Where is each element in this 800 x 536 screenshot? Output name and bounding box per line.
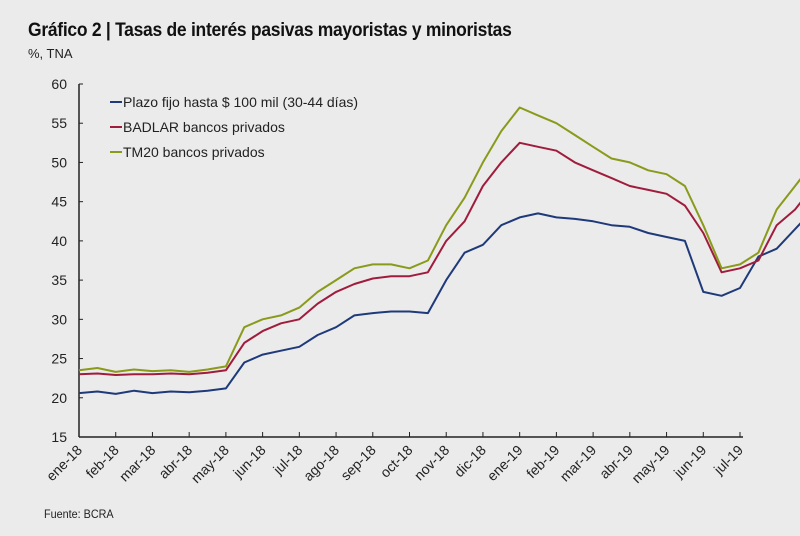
x-tick-label: jun-18 xyxy=(229,442,269,482)
y-tick-label: 55 xyxy=(51,115,67,131)
y-tick-label: 50 xyxy=(51,154,67,170)
y-tick-label: 35 xyxy=(51,272,67,288)
x-tick-label: may-19 xyxy=(628,442,672,486)
source-note: Fuente: BCRA xyxy=(44,507,114,521)
legend-label-3: TM20 bancos privados xyxy=(123,144,265,160)
y-tick-label: 15 xyxy=(51,429,67,445)
y-tick-label: 30 xyxy=(51,311,67,327)
x-tick-label: jul-19 xyxy=(710,442,746,478)
series-line-2 xyxy=(78,141,800,376)
x-tick-label: oct-18 xyxy=(377,442,416,481)
x-tick-label: feb-19 xyxy=(523,442,563,482)
x-tick-label: may-18 xyxy=(188,442,232,486)
x-tick-label: ene-19 xyxy=(484,442,526,484)
x-tick-label: sep-18 xyxy=(337,442,379,484)
series-line-1 xyxy=(78,212,800,395)
y-tick-label: 25 xyxy=(51,351,67,367)
x-tick-label: feb-18 xyxy=(82,442,122,482)
series-line-3 xyxy=(78,106,800,373)
legend-label-2: BADLAR bancos privados xyxy=(123,119,285,135)
legend-label-1: Plazo fijo hasta $ 100 mil (30-44 días) xyxy=(123,94,358,110)
y-tick-label: 40 xyxy=(51,233,67,249)
x-tick-label: dic-18 xyxy=(451,442,489,480)
x-tick-label: nov-18 xyxy=(411,442,453,484)
x-tick-label: ago-18 xyxy=(300,442,342,484)
x-tick-label: jun-19 xyxy=(670,442,710,482)
y-tick-label: 20 xyxy=(51,390,67,406)
chart-title: Gráfico 2 | Tasas de interés pasivas may… xyxy=(28,20,512,41)
y-tick-label: 45 xyxy=(51,194,67,210)
y-tick-label: 60 xyxy=(51,76,67,92)
x-tick-label: ene-18 xyxy=(43,442,85,484)
x-tick-label: mar-18 xyxy=(116,442,159,485)
x-tick-label: mar-19 xyxy=(557,442,600,485)
y-axis-unit-label: %, TNA xyxy=(28,46,73,61)
